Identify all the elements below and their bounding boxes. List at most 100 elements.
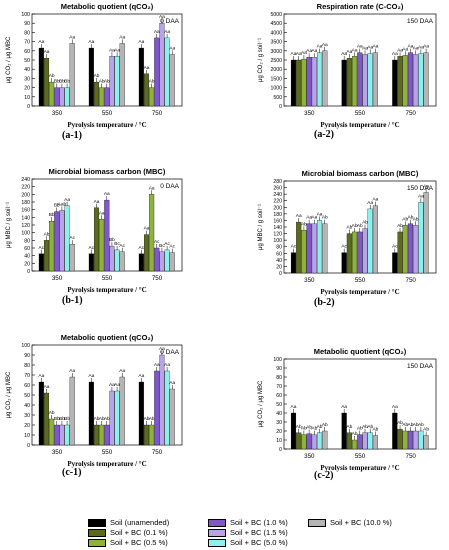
legend-label-bc05: Soil + BC (0.5 %)	[110, 538, 168, 547]
bar-b2-bc50-350	[317, 220, 323, 274]
data-label-a1-soil-750: Aa	[138, 39, 144, 45]
y-tick-label-c2-0: 0	[279, 447, 282, 453]
data-label-a1-soil-550: Aa	[88, 39, 94, 45]
bar-c1-bc01-750	[143, 424, 150, 446]
legend-swatch-bc50	[208, 538, 226, 547]
y-tick-label-a1-50: 50	[24, 58, 30, 64]
data-label-b1-bc10-350: Bb	[54, 203, 60, 209]
data-label-a1-bc15-350: Bb	[59, 79, 65, 85]
legend-label-soil: Soil (unamended)	[110, 518, 170, 527]
bar-b2-bc15-750	[413, 225, 419, 274]
bar-a1-bc01-550	[93, 81, 100, 107]
y-tick-label-b2-200: 200	[273, 205, 282, 211]
legend: Soil (unamended) Soil + BC (1.0 %) Soil …	[88, 518, 448, 550]
data-label-a1-bc01-350: Aa	[44, 49, 50, 55]
data-label-a1-soil-350: Aa	[38, 39, 44, 45]
data-label-a2-bc50-550: Aa	[367, 45, 373, 51]
x-tick-label-a2-550: 550	[355, 110, 366, 117]
bar-b2-bc50-550	[367, 208, 373, 274]
bar-a1-bc05-750	[149, 87, 155, 107]
bar-b2-bc100-550	[372, 205, 378, 274]
bar-a1-bc50-350	[64, 87, 70, 107]
data-label-b1-bc15-550: Bb	[109, 237, 115, 243]
x-tick-label-c2-550: 550	[355, 453, 366, 460]
y-tick-label-a2-5000: 5000	[270, 12, 282, 18]
y-tick-label-c2-40: 40	[276, 411, 282, 417]
x-tick-label-c1-350: 350	[52, 449, 63, 456]
data-label-c1-bc50-350: Bb	[64, 416, 70, 422]
data-label-c2-bc05-350: Ab	[301, 426, 307, 432]
data-label-b1-bc15-350: Aab	[58, 201, 67, 207]
data-label-a1-bc10-350: Bb	[54, 79, 60, 85]
bar-c1-bc100-550	[119, 376, 125, 446]
bar-c1-bc05-550	[99, 424, 105, 446]
data-label-c2-soil-550: Aa	[341, 404, 347, 410]
data-label-c2-bc05-750: Ab	[402, 422, 408, 428]
data-label-c1-bc01-750: Ab	[144, 416, 150, 422]
x-axis-label-b1: Pyrolysis temperature / °C	[67, 286, 146, 294]
bar-a2-bc05-350	[301, 58, 307, 107]
y-tick-label-b2-60: 60	[276, 251, 282, 257]
bar-b1-bc10-750	[154, 247, 160, 272]
x-axis-label-b2: Pyrolysis temperature / °C	[320, 288, 399, 296]
chart-title-c1: Metabolic quotient (qCO₂)	[61, 333, 154, 342]
y-tick-label-b2-80: 80	[276, 245, 282, 251]
y-tick-label-a1-60: 60	[24, 49, 30, 55]
data-label-b2-bc50-350: Aa	[317, 211, 323, 217]
y-tick-label-a2-4500: 4500	[270, 21, 282, 27]
data-label-c2-bc15-550: Ab	[362, 424, 368, 430]
data-label-a2-bc50-350: Aa	[317, 44, 323, 50]
bar-c1-bc100-350	[69, 376, 75, 446]
data-label-b1-bc15-750: Bc	[159, 243, 165, 249]
bar-b1-bc50-750	[164, 249, 170, 272]
bar-c2-soil-750	[392, 412, 398, 450]
y-tick-label-b1-240: 240	[21, 177, 30, 183]
bar-b1-soil-350	[38, 253, 44, 272]
data-label-c2-bc01-750: Ab	[397, 420, 403, 426]
x-tick-label-a1-750: 750	[152, 110, 163, 117]
data-label-b1-bc05-750: Aa	[149, 185, 155, 191]
y-tick-label-a2-2500: 2500	[270, 58, 282, 64]
data-label-b2-bc100-750: Aa	[423, 184, 429, 190]
panel-label-c2: (c-2)	[314, 470, 334, 481]
y-tick-label-b2-260: 260	[273, 186, 282, 192]
bar-c1-bc05-350	[49, 418, 55, 446]
y-tick-label-a2-4000: 4000	[270, 30, 282, 36]
bar-a1-bc01-350	[43, 58, 50, 107]
legend-swatch-soil	[88, 518, 106, 527]
data-label-b1-soil-750: Ac	[139, 245, 145, 251]
bar-b1-bc50-550	[114, 249, 120, 272]
x-tick-label-b2-550: 550	[355, 277, 366, 284]
bar-c1-bc100-750	[169, 388, 175, 446]
bar-c2-bc15-350	[311, 434, 317, 450]
data-label-c2-bc10-350: Ab	[306, 425, 312, 431]
bar-c2-bc05-750	[402, 430, 408, 450]
x-tick-label-a2-750: 750	[406, 110, 417, 117]
bar-b1-bc10-350	[54, 211, 60, 272]
x-tick-label-c2-350: 350	[304, 453, 315, 460]
bar-a1-bc05-550	[99, 87, 105, 107]
data-label-a2-bc10-750: Aa	[408, 44, 414, 50]
bar-a1-bc05-350	[49, 81, 55, 107]
data-label-a1-bc100-350: Aa	[69, 34, 75, 40]
bar-a1-bc100-750	[169, 54, 175, 107]
chart-note-c2: 150 DAA	[407, 363, 434, 370]
bar-c2-soil-550	[341, 412, 347, 450]
bar-b2-bc01-350	[296, 221, 302, 274]
data-label-b2-bc10-750: Ab	[408, 215, 414, 221]
data-label-b2-bc15-350: Aa	[311, 215, 317, 221]
x-tick-label-c1-550: 550	[102, 449, 113, 456]
data-label-c2-bc01-350: Ab	[296, 424, 302, 430]
y-tick-label-b1-60: 60	[24, 246, 30, 252]
chart-title-a1: Metabolic quotient (qCO₂)	[61, 2, 154, 11]
bar-b1-bc15-550	[109, 245, 115, 272]
bar-b1-bc01-550	[93, 207, 100, 272]
data-label-a1-bc100-550: Aa	[119, 34, 125, 40]
panel-label-a1: (a-1)	[62, 130, 82, 141]
y-tick-label-a1-30: 30	[24, 76, 30, 82]
data-label-a2-bc15-350: Aa	[311, 48, 317, 54]
y-tick-label-c2-60: 60	[276, 393, 282, 399]
y-axis-label-c2: μg CO₂ / μg MBC	[258, 380, 264, 427]
bar-b1-bc05-350	[49, 221, 55, 272]
y-tick-label-c1-10: 10	[24, 433, 30, 439]
